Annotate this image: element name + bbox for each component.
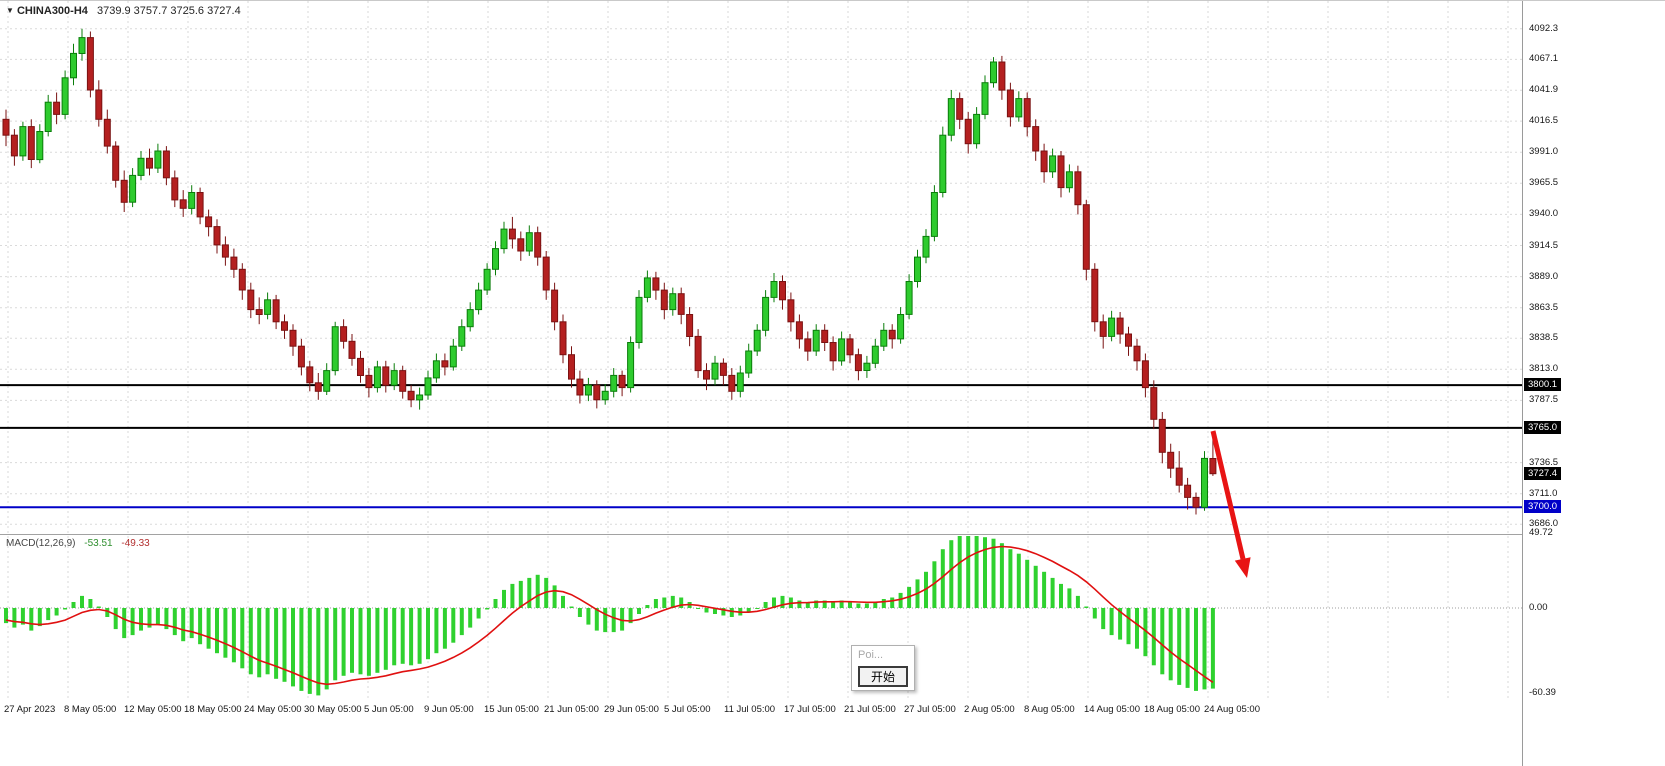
price-axis-label: 4092.3 <box>1529 23 1559 34</box>
time-axis-label: 17 Jul 05:00 <box>784 704 836 715</box>
price-tag: 3765.0 <box>1524 421 1562 434</box>
time-axis-label: 8 May 05:00 <box>64 704 117 715</box>
price-axis-label: 3991.0 <box>1529 146 1559 157</box>
time-axis-label: 30 May 05:00 <box>304 704 362 715</box>
price-tag: 3800.1 <box>1524 378 1562 391</box>
time-axis-label: 5 Jul 05:00 <box>664 704 711 715</box>
time-axis-label: 15 Jun 05:00 <box>484 704 539 715</box>
time-axis-label: 24 May 05:00 <box>244 704 302 715</box>
price-axis-label: 3838.5 <box>1529 332 1559 343</box>
price-axis[interactable]: 4092.3 4067.1 4041.9 4016.5 3991.0 3965.5 3940… <box>1522 1 1665 766</box>
price-axis-label: 3889.0 <box>1529 271 1559 282</box>
dropdown-arrow-icon[interactable]: ▼ <box>6 6 14 15</box>
price-axis-label: 3965.5 <box>1529 177 1559 188</box>
time-axis-label: 21 Jul 05:00 <box>844 704 896 715</box>
macd-value: -53.51 <box>84 538 113 549</box>
time-axis-label: 8 Aug 05:00 <box>1024 704 1075 715</box>
symbol-name: CHINA300-H4 <box>16 5 88 17</box>
time-axis[interactable]: 27 Apr 2023 8 May 05:00 12 May 05:00 18 May… <box>0 699 1522 723</box>
time-axis-label: 11 Jul 05:00 <box>724 704 776 715</box>
price-axis-label: 3863.5 <box>1529 302 1559 313</box>
popup-window: Poi... 开始 <box>851 645 915 691</box>
price-axis-label: 3940.0 <box>1529 208 1559 219</box>
popup-item[interactable]: Poi... <box>858 649 884 661</box>
time-axis-label: 29 Jun 05:00 <box>604 704 659 715</box>
macd-axis-label: 49.72 <box>1529 527 1553 538</box>
price-axis-label: 4067.1 <box>1529 53 1559 64</box>
price-axis-label: 3914.5 <box>1529 240 1559 251</box>
price-tag: 3700.0 <box>1524 500 1562 513</box>
price-axis-label: 3787.5 <box>1529 394 1559 405</box>
price-axis-label: 3711.0 <box>1529 488 1558 499</box>
start-button[interactable]: 开始 <box>858 666 908 687</box>
time-axis-label: 18 Aug 05:00 <box>1144 704 1200 715</box>
time-axis-label: 5 Jun 05:00 <box>364 704 414 715</box>
time-axis-label: 21 Jun 05:00 <box>544 704 599 715</box>
ohlc-values: 3739.9 3757.7 3725.6 3727.4 <box>96 5 241 17</box>
panel-separator[interactable] <box>0 534 1665 535</box>
time-axis-label: 27 Apr 2023 <box>4 704 56 715</box>
price-tag: 3727.4 <box>1524 467 1562 480</box>
macd-indicator-label: MACD(12,26,9) -53.51 -49.33 <box>6 538 156 549</box>
time-axis-label: 9 Jun 05:00 <box>424 704 474 715</box>
time-axis-label: 12 May 05:00 <box>124 704 182 715</box>
price-axis-label: 3813.0 <box>1529 363 1559 374</box>
time-axis-label: 24 Aug 05:00 <box>1204 704 1260 715</box>
macd-name: MACD(12,26,9) <box>6 538 76 549</box>
price-axis-label: 3736.5 <box>1529 457 1559 468</box>
time-axis-label: 18 May 05:00 <box>184 704 242 715</box>
macd-axis-label: 0.00 <box>1529 602 1548 613</box>
time-axis-label: 2 Aug 05:00 <box>964 704 1015 715</box>
macd-signal-value: -49.33 <box>121 538 150 549</box>
symbol-title: ▼ CHINA300-H4 3739.9 3757.7 3725.6 3727.… <box>6 5 241 17</box>
time-axis-label: 27 Jul 05:00 <box>904 704 956 715</box>
price-axis-label: 4016.5 <box>1529 115 1559 126</box>
price-axis-label: 3686.0 <box>1529 518 1559 529</box>
price-axis-label: 4041.9 <box>1529 84 1559 95</box>
time-axis-label: 14 Aug 05:00 <box>1084 704 1140 715</box>
macd-axis-label: -60.39 <box>1529 687 1556 698</box>
